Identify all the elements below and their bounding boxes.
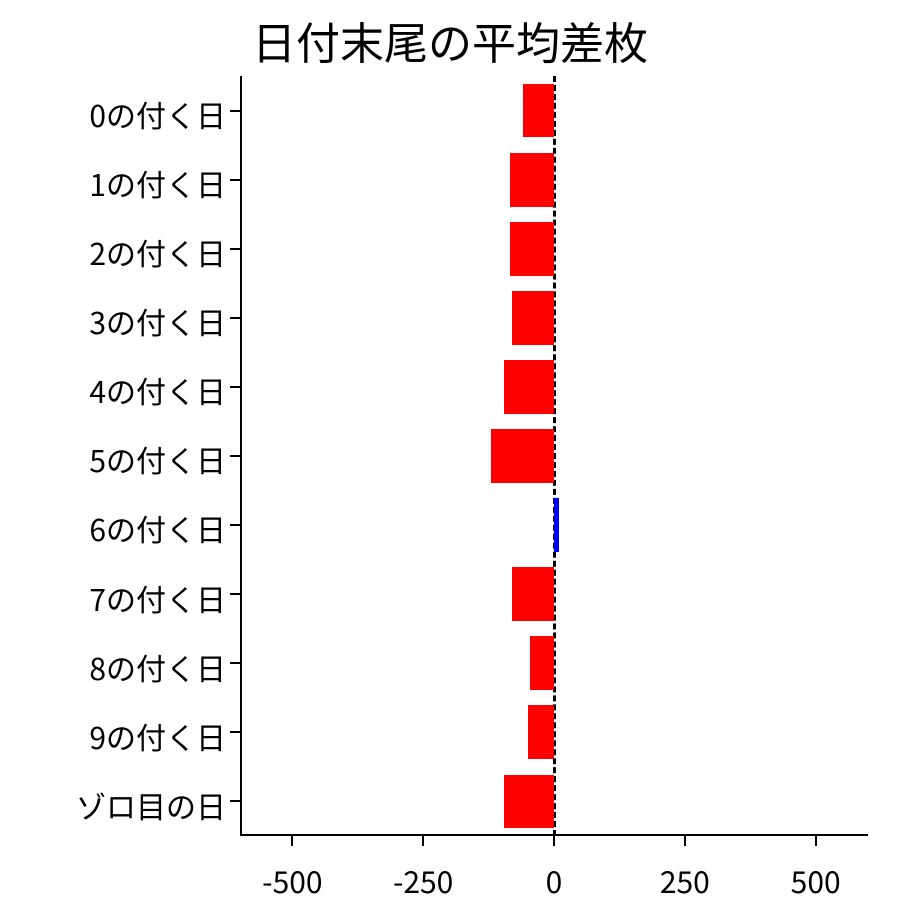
- x-tick-label: 250: [625, 858, 745, 900]
- y-tick: [230, 593, 240, 595]
- y-tick: [230, 524, 240, 526]
- y-tick-label: 9の付く日: [89, 714, 226, 758]
- bar: [530, 636, 554, 690]
- y-tick: [230, 248, 240, 250]
- x-tick: [815, 836, 817, 846]
- bar: [554, 498, 559, 552]
- y-tick: [230, 386, 240, 388]
- x-tick-label: -250: [363, 858, 483, 900]
- y-tick-label: 6の付く日: [89, 506, 226, 550]
- chart-title: 日付末尾の平均差枚: [0, 8, 900, 72]
- x-tick: [422, 836, 424, 846]
- bar: [504, 775, 554, 829]
- y-tick: [230, 179, 240, 181]
- y-tick: [230, 317, 240, 319]
- y-tick-label: 4の付く日: [89, 368, 226, 412]
- y-tick-label: 1の付く日: [89, 161, 226, 205]
- bar: [504, 360, 554, 414]
- chart-root: 日付末尾の平均差枚 0の付く日1の付く日2の付く日3の付く日4の付く日5の付く日…: [0, 0, 900, 900]
- y-tick-label: 7の付く日: [89, 576, 226, 620]
- bar: [510, 153, 554, 207]
- x-tick: [553, 836, 555, 846]
- y-tick: [230, 800, 240, 802]
- y-tick: [230, 110, 240, 112]
- y-tick: [230, 455, 240, 457]
- y-tick-label: 2の付く日: [89, 230, 226, 274]
- y-tick-label: ゾロ目の日: [76, 783, 226, 827]
- y-tick-label: 0の付く日: [89, 92, 226, 136]
- y-axis-line: [240, 76, 242, 836]
- y-tick: [230, 662, 240, 664]
- bar: [491, 429, 554, 483]
- x-tick: [684, 836, 686, 846]
- y-tick: [230, 731, 240, 733]
- x-tick-label: 500: [756, 858, 876, 900]
- y-tick-label: 3の付く日: [89, 299, 226, 343]
- bar: [512, 567, 554, 621]
- x-tick-label: -500: [232, 858, 352, 900]
- plot-area: 0の付く日1の付く日2の付く日3の付く日4の付く日5の付く日6の付く日7の付く日…: [240, 76, 868, 836]
- bar: [523, 84, 554, 138]
- bar: [510, 222, 554, 276]
- bar: [528, 705, 554, 759]
- bar: [512, 291, 554, 345]
- y-tick-label: 8の付く日: [89, 645, 226, 689]
- x-tick-label: 0: [494, 858, 614, 900]
- x-tick: [291, 836, 293, 846]
- y-tick-label: 5の付く日: [89, 437, 226, 481]
